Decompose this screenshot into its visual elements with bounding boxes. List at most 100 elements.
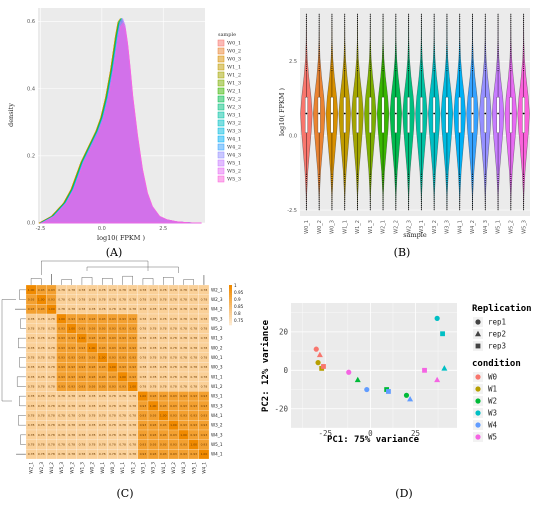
outlier-dot xyxy=(408,46,410,49)
outlier-dot xyxy=(382,55,384,57)
heatmap-cell-value: 0.78 xyxy=(109,288,116,292)
heatmap-cell-value: 0.93 xyxy=(68,385,75,389)
outlier-dot xyxy=(395,55,397,57)
panel-b-xtick: W2_3 xyxy=(406,220,412,234)
outlier-dot xyxy=(305,34,307,36)
heatmap-cell-value: 0.78 xyxy=(129,452,136,456)
median-point xyxy=(433,112,436,115)
outlier-dot xyxy=(420,57,422,59)
outlier-dot xyxy=(318,186,320,188)
outlier-dot xyxy=(408,30,410,32)
outlier-dot xyxy=(459,184,461,186)
outlier-dot xyxy=(395,57,397,59)
outlier-dot xyxy=(382,194,384,196)
colorbar-segment xyxy=(229,307,232,310)
outlier-dot xyxy=(446,42,448,44)
heatmap-cell-value: 1.00 xyxy=(89,346,96,350)
outlier-dot xyxy=(420,194,422,196)
heatmap-cell-value: 0.93 xyxy=(109,327,116,331)
heatmap-cell-value: 0.93 xyxy=(58,346,65,350)
outlier-dot xyxy=(331,42,333,44)
outlier-dot xyxy=(510,24,512,26)
outlier-dot xyxy=(446,182,448,184)
outlier-dot xyxy=(331,175,333,178)
outlier-dot xyxy=(446,69,448,71)
heatmap-cell-value: 0.78 xyxy=(119,414,126,418)
legend-label: W3_1 xyxy=(227,113,241,119)
outlier-dot xyxy=(305,40,307,42)
heatmap-cell-value: 0.78 xyxy=(160,317,167,321)
outlier-dot xyxy=(395,49,397,51)
outlier-dot xyxy=(344,26,346,28)
heatmap-cell-value: 1.00 xyxy=(119,375,126,379)
outlier-dot xyxy=(408,15,410,17)
colorbar-segment xyxy=(229,303,232,306)
heatmap-column-label: W2_3 xyxy=(39,462,44,474)
outlier-dot xyxy=(433,196,435,198)
heatmap-cell-value: 0.78 xyxy=(38,317,45,321)
median-point xyxy=(497,112,499,115)
heatmap-cell-value: 0.78 xyxy=(28,317,35,321)
outlier-dot xyxy=(408,24,410,26)
outlier-dot xyxy=(484,196,486,198)
pca-point-w5-rep1 xyxy=(346,369,352,375)
heatmap-cell-value: 1.00 xyxy=(68,327,75,331)
outlier-dot xyxy=(395,51,397,53)
panel-a-legend: W0_1 W0_2 W0_3 W1_1 W1_2 W1_3 W2_1 W2_2 W2_3 W3_1… xyxy=(217,39,241,183)
outlier-dot xyxy=(344,200,346,202)
heatmap-cell-value: 0.78 xyxy=(99,404,106,408)
heatmap-cell-value: 1.00 xyxy=(150,404,157,408)
legend-swatch xyxy=(217,71,225,79)
outlier-dot xyxy=(459,53,461,55)
panel-b-xlabel: sample xyxy=(403,231,427,239)
outlier-dot xyxy=(408,51,410,53)
outlier-dot xyxy=(510,198,512,200)
outlier-dot xyxy=(318,180,320,182)
heatmap-cell-value: 0.78 xyxy=(129,443,136,447)
outlier-dot xyxy=(523,24,525,26)
outlier-dot xyxy=(420,63,422,65)
legend-label: W3_2 xyxy=(227,121,241,127)
outlier-dot xyxy=(305,175,307,178)
outlier-dot xyxy=(369,49,371,51)
heatmap-cell-value: 0.78 xyxy=(170,317,177,321)
outlier-dot xyxy=(433,28,435,30)
outlier-dot xyxy=(420,196,422,198)
outlier-dot xyxy=(382,44,384,46)
outlier-dot xyxy=(369,28,371,30)
outlier-dot xyxy=(510,42,512,44)
heatmap-cell-value: 0.78 xyxy=(38,443,45,447)
outlier-dot xyxy=(446,57,448,59)
outlier-dot xyxy=(318,24,320,26)
panel-b-grid xyxy=(300,61,530,211)
panel-b-label: (B) xyxy=(394,246,411,259)
outlier-dot xyxy=(523,46,525,49)
outlier-dot xyxy=(497,55,499,57)
outlier-dot xyxy=(497,188,499,190)
panel-b-xtick: W3_3 xyxy=(445,220,451,234)
outlier-dot xyxy=(523,65,525,67)
dendrogram-branch xyxy=(30,278,42,285)
outlier-dot xyxy=(484,65,486,67)
outlier-dot xyxy=(369,202,371,205)
heatmap-cell-value: 0.78 xyxy=(201,385,208,389)
outlier-dot xyxy=(446,22,448,24)
outlier-dot xyxy=(305,69,307,71)
outlier-dot xyxy=(305,22,307,24)
outlier-dot xyxy=(433,61,435,63)
outlier-dot xyxy=(497,13,499,15)
median-point xyxy=(484,112,487,115)
heatmap-cell-value: 0.93 xyxy=(79,317,86,321)
heatmap-cell-value: 0.93 xyxy=(109,375,116,379)
heatmap-cell-value: 1.00 xyxy=(129,385,136,389)
heatmap-cell-value: 0.93 xyxy=(119,385,126,389)
outlier-dot xyxy=(523,69,525,71)
heatmap-cell-value: 0.78 xyxy=(160,346,167,350)
outlier-dot xyxy=(344,63,346,65)
outlier-dot xyxy=(484,34,486,36)
outlier-dot xyxy=(344,40,346,42)
outlier-dot xyxy=(420,207,422,209)
heatmap-cell-value: 0.78 xyxy=(68,443,75,447)
outlier-dot xyxy=(459,44,461,46)
heatmap-cell-value: 1.00 xyxy=(28,288,35,292)
